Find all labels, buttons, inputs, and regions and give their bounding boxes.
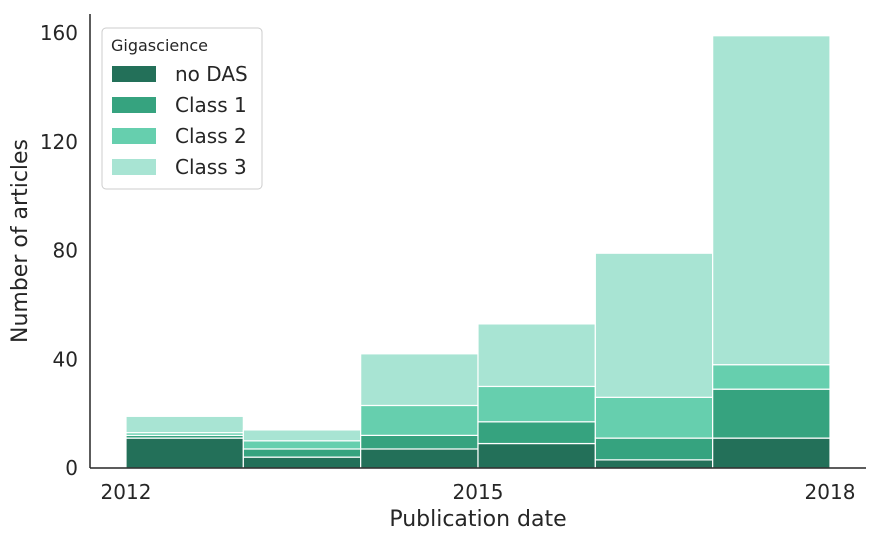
bar-class-3-2014: [360, 353, 479, 407]
bar-class-3-2016: [594, 252, 714, 398]
bar-no-das-2017: [712, 437, 831, 469]
legend-items: no DAS Class 1 Class 2 Class 3: [112, 62, 248, 179]
y-tick-labels: 0 40 80 120 160: [40, 21, 78, 480]
y-tick-label: 80: [53, 239, 78, 263]
x-tick-label: 2015: [453, 480, 504, 504]
bar-class-1-2016: [594, 437, 714, 461]
legend-label-class-2: Class 2: [175, 124, 247, 148]
bar-class-2-2017: [712, 364, 831, 390]
legend: Gigascience no DAS Class 1 Class 2 Class 3: [101, 27, 263, 190]
bar-class-2-2014: [360, 404, 479, 436]
bar-class-1-2017: [712, 388, 831, 439]
y-tick-label: 0: [65, 456, 78, 480]
legend-swatch-class-2: [112, 128, 156, 144]
x-axis-label: Publication date: [389, 507, 566, 532]
bar-class-2-2013: [242, 440, 362, 450]
bar-class-2-2016: [594, 396, 714, 439]
legend-title: Gigascience: [111, 36, 208, 55]
bar-class-3-2013: [242, 429, 362, 442]
legend-label-class-3: Class 3: [175, 155, 247, 179]
legend-swatch-no-das: [112, 66, 156, 82]
x-tick-label: 2012: [101, 480, 152, 504]
bar-class-2-2015: [477, 385, 596, 423]
bar-class-3-2017: [712, 35, 831, 366]
legend-swatch-class-1: [112, 97, 156, 113]
y-axis-label: Number of articles: [8, 139, 33, 343]
legend-label-class-1: Class 1: [175, 93, 247, 117]
y-tick-label: 120: [40, 130, 78, 154]
legend-label-no-das: no DAS: [175, 62, 248, 86]
legend-swatch-class-3: [112, 159, 156, 175]
bars-layer: [125, 35, 831, 469]
bar-class-3-2012: [125, 415, 244, 434]
axes-layer: [89, 14, 866, 469]
bar-class-1-2014: [360, 434, 479, 450]
bar-no-das-2015: [477, 442, 596, 469]
y-tick-label: 40: [53, 347, 78, 371]
y-tick-label: 160: [40, 21, 78, 45]
bar-class-3-2015: [477, 323, 596, 388]
bar-class-1-2015: [477, 421, 596, 445]
bar-no-das-2013: [242, 456, 362, 469]
x-tick-label: 2018: [805, 480, 856, 504]
bar-no-das-2016: [594, 459, 714, 469]
bar-no-das-2014: [360, 448, 479, 469]
x-tick-labels: 2012 2015 2018: [101, 480, 856, 504]
bar-class-1-2013: [242, 448, 362, 458]
bar-no-das-2012: [125, 437, 244, 469]
